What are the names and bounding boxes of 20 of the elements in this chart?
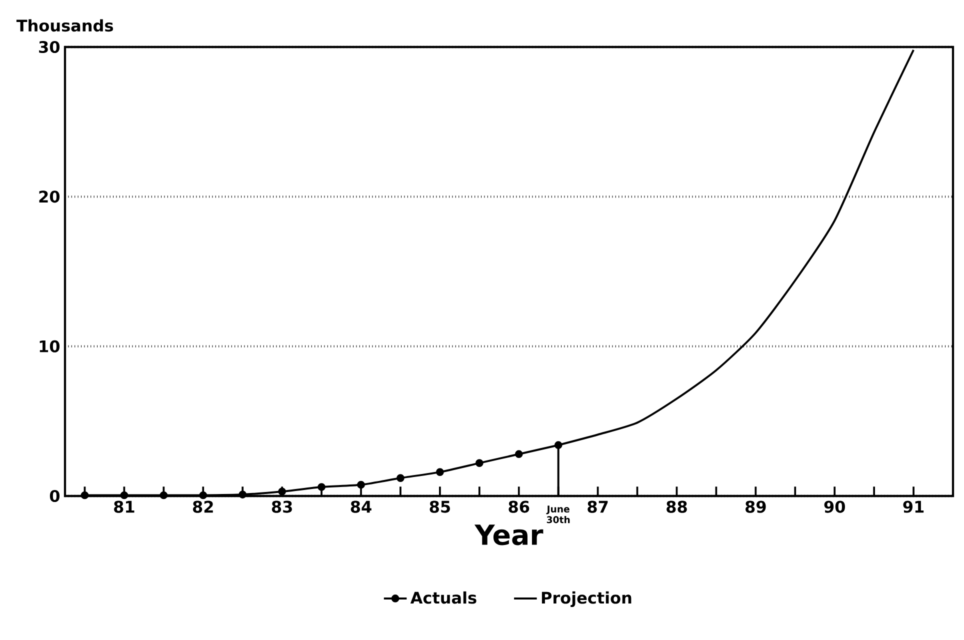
x-axis-title: Year (474, 524, 544, 546)
y-tick-label: 10 (40, 340, 60, 352)
x-tick-label: 83 (272, 500, 292, 513)
annotation: June 30th (546, 506, 570, 524)
x-tick-label: 82 (192, 500, 213, 513)
legend-label: Projection (542, 591, 632, 608)
y-tick-label: 30 (39, 40, 60, 54)
y-axis-title: Thousands (16, 19, 113, 32)
x-tick-label: 81 (114, 500, 134, 513)
x-tick-label: 91 (903, 500, 924, 513)
x-tick-label: 90 (824, 500, 845, 513)
x-tick-label: 88 (666, 500, 687, 513)
x-tick-label: 89 (746, 500, 766, 513)
x-tick-label: 84 (350, 500, 372, 513)
x-tick-label: 87 (588, 500, 608, 513)
x-tick-label: 85 (430, 500, 450, 513)
legend-label: Actuals (410, 591, 476, 604)
y-tick-label: 20 (39, 190, 60, 203)
y-tick-label: 0 (50, 490, 60, 502)
x-tick-label: 86 (508, 500, 530, 513)
